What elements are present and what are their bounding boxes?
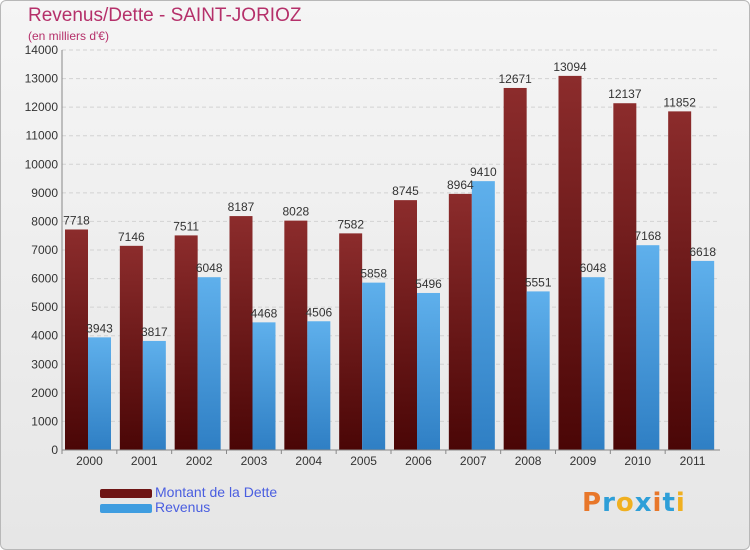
logo-letter: x: [634, 488, 653, 518]
x-tick-label: 2011: [680, 454, 706, 468]
data-label-dette-2009: 13094: [553, 60, 587, 74]
x-tick-label: 2001: [131, 454, 158, 468]
axes: 0 1000 2000 3000 4000 5000 6000 7000 8000 9000 100…: [25, 43, 720, 468]
bar-revenus-2010: [636, 245, 660, 450]
bar-dette-2004: [284, 220, 308, 450]
logo-letter: i: [675, 488, 686, 518]
data-label-revenus-2004: 4506: [305, 305, 332, 319]
y-tick-label: 4000: [31, 329, 58, 343]
bar-revenus-2001: [142, 340, 166, 450]
data-label-revenus-2007: 9410: [470, 165, 497, 179]
y-tick-label: 6000: [31, 272, 58, 286]
data-label-dette-2004: 8028: [282, 205, 309, 219]
logo-letter: P: [582, 488, 603, 518]
bar-dette-2001: [119, 245, 143, 450]
proxiti-logo: Proxiti: [582, 488, 686, 518]
data-label-dette-2010: 12137: [608, 87, 642, 101]
data-label-revenus-2003: 4468: [251, 306, 278, 320]
data-label-revenus-2001: 3817: [141, 325, 168, 339]
logo-letter: o: [615, 488, 635, 518]
x-tick-label: 2007: [460, 454, 487, 468]
logo-letter: i: [652, 488, 663, 518]
bar-dette-2005: [339, 233, 363, 450]
data-label-dette-2011: 11852: [663, 95, 696, 109]
data-label-dette-2000: 7718: [63, 213, 90, 227]
data-label-dette-2007: 8964: [447, 178, 474, 192]
bar-revenus-2009: [581, 277, 605, 450]
bar-dette-2011: [668, 111, 692, 450]
x-tick-label: 2005: [350, 454, 377, 468]
legend-label-dette: Montant de la Dette: [155, 484, 278, 500]
y-tick-label: 9000: [31, 186, 58, 200]
legend-swatch-revenus: [100, 504, 152, 513]
bar-revenus-2003: [252, 322, 276, 450]
x-tick-label: 2000: [76, 454, 103, 468]
logo-letter: t: [662, 488, 676, 518]
bar-revenus-2005: [362, 282, 386, 450]
y-tick-label: 14000: [25, 43, 59, 57]
data-label-revenus-2010: 7168: [634, 229, 661, 243]
bar-revenus-2007: [471, 181, 495, 450]
data-label-revenus-2011: 6618: [689, 245, 716, 259]
bar-dette-2008: [503, 87, 527, 450]
data-label-dette-2001: 7146: [118, 230, 145, 244]
bar-revenus-2006: [417, 292, 440, 450]
y-tick-label: 7000: [31, 243, 58, 257]
legend-label-revenus: Revenus: [155, 499, 211, 515]
data-label-revenus-2000: 3943: [86, 321, 113, 335]
y-tick-label: 1000: [31, 414, 58, 428]
bar-revenus-2011: [691, 260, 715, 450]
bar-dette-2007: [448, 193, 472, 450]
y-tick-label: 5000: [31, 300, 58, 314]
y-tick-label: 8000: [31, 214, 58, 228]
data-label-revenus-2009: 6048: [580, 261, 607, 275]
x-tick-label: 2008: [515, 454, 542, 468]
data-label-dette-2002: 7511: [173, 219, 199, 233]
bar-dette-2003: [229, 216, 253, 450]
y-tick-label: 13000: [25, 72, 59, 86]
logo-letter: r: [602, 488, 616, 518]
x-tick-label: 2010: [624, 454, 651, 468]
bar-dette-2009: [558, 75, 582, 450]
bar-revenus-2000: [88, 337, 111, 450]
data-label-revenus-2002: 6048: [196, 261, 223, 275]
data-label-dette-2008: 12671: [498, 72, 532, 86]
x-tick-label: 2002: [186, 454, 213, 468]
x-tick-label: 2003: [241, 454, 268, 468]
bar-revenus-2002: [197, 277, 221, 450]
y-tick-label: 12000: [25, 100, 59, 114]
y-tick-label: 3000: [31, 357, 58, 371]
y-tick-label: 10000: [25, 157, 59, 171]
data-label-revenus-2008: 5551: [525, 275, 552, 289]
bar-dette-2002: [174, 235, 198, 450]
legend-swatch-dette: [100, 489, 152, 498]
data-label-revenus-2006: 5496: [415, 277, 442, 291]
grid-lines: [62, 49, 720, 451]
x-tick-label: 2006: [405, 454, 432, 468]
chart-title: Revenus/Dette - SAINT-JORIOZ: [28, 5, 302, 26]
chart-subtitle: (en milliers d'€): [28, 29, 109, 43]
y-tick-label: 2000: [31, 386, 58, 400]
data-labels: 7718 3943 7146 3817 7511 6048 8187 4468 8028 4506…: [63, 60, 716, 339]
x-tick-label: 2009: [570, 454, 597, 468]
data-label-revenus-2005: 5858: [360, 267, 387, 281]
bar-revenus-2008: [526, 291, 550, 450]
y-tick-label: 11000: [26, 129, 59, 143]
bars: [65, 75, 715, 450]
data-label-dette-2006: 8745: [392, 184, 419, 198]
bar-dette-2010: [613, 103, 637, 450]
bar-dette-2006: [394, 200, 417, 450]
bar-dette-2000: [65, 229, 88, 450]
bar-revenus-2004: [307, 321, 331, 450]
x-tick-label: 2004: [295, 454, 322, 468]
data-label-dette-2005: 7582: [337, 217, 364, 231]
y-tick-label: 0: [51, 443, 58, 457]
data-label-dette-2003: 8187: [228, 200, 255, 214]
